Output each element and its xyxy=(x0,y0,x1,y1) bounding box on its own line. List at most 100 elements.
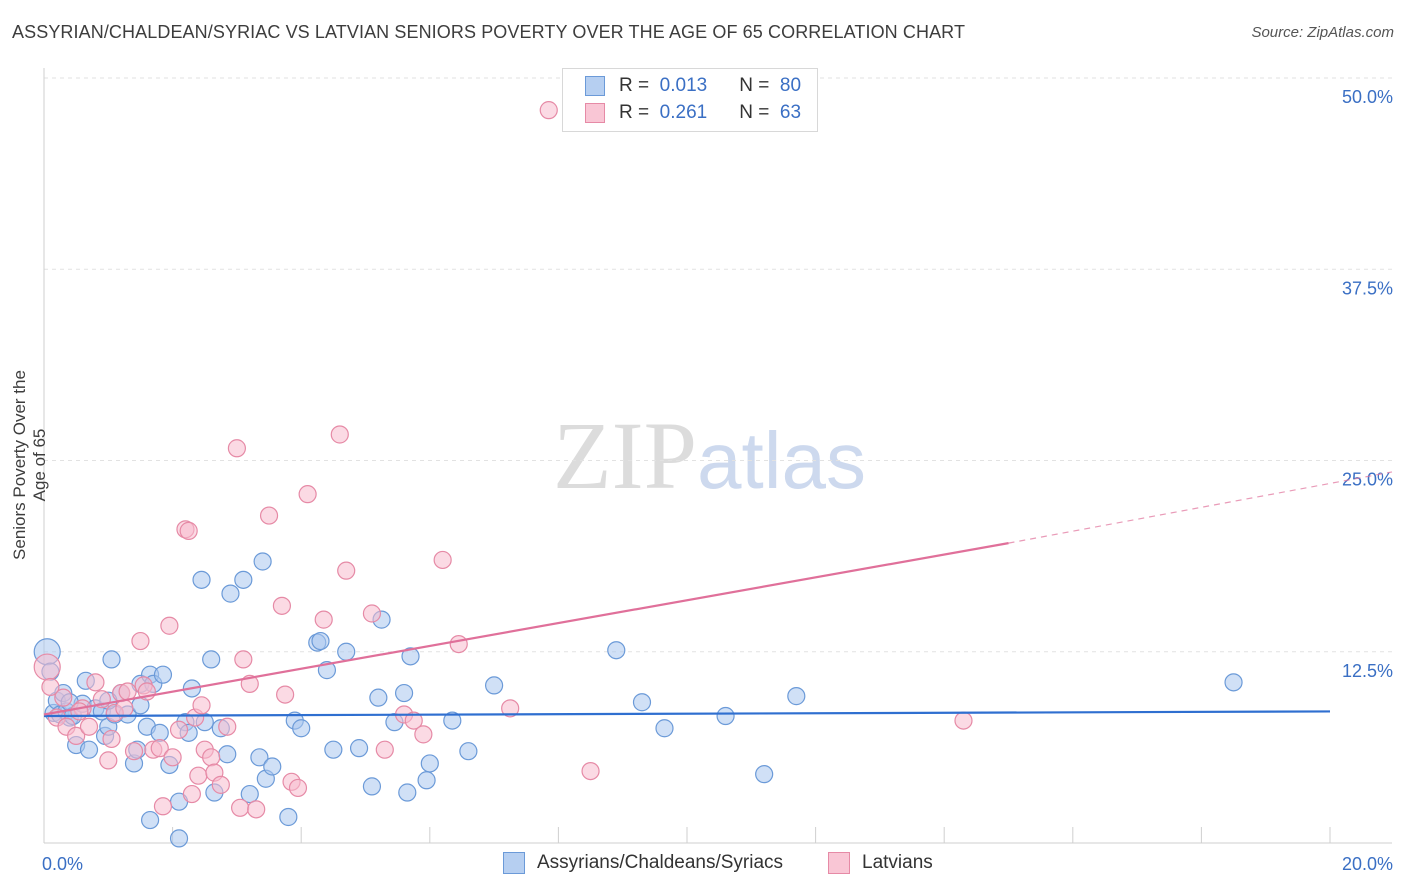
assyrian-point xyxy=(459,742,478,761)
latvian-point xyxy=(41,677,60,697)
latvian-point xyxy=(153,797,173,816)
legend-r-label: R = xyxy=(619,102,650,123)
legend-r-value: 0.013 xyxy=(659,75,708,96)
x-tick-label: 0.0% xyxy=(42,854,83,874)
series-legend-label: Assyrians/Chaldeans/Syriacs xyxy=(537,852,784,873)
latvian-point xyxy=(150,739,169,758)
assyrian-point xyxy=(398,783,417,802)
latvian-trend-line xyxy=(43,542,1009,716)
latvian-point xyxy=(375,740,394,759)
latvian-point xyxy=(182,784,201,804)
latvian-point xyxy=(404,711,423,730)
assyrian-point xyxy=(607,641,626,660)
latvian-point xyxy=(449,634,468,654)
latvian-point xyxy=(330,425,349,444)
latvian-point xyxy=(131,631,150,651)
assyrian-point xyxy=(253,552,272,571)
legend-swatch-pink xyxy=(585,103,605,123)
legend-n-label: N = xyxy=(739,102,770,123)
latvian-point xyxy=(433,550,452,570)
assyrian-point xyxy=(655,719,674,738)
assyrian-point xyxy=(240,784,259,804)
assyrian-point xyxy=(234,570,253,589)
stats-legend-row-latvian: R = 0.261 N = 63 xyxy=(585,101,801,125)
assyrian-point xyxy=(337,642,356,661)
series-legend-latvian: Latvians xyxy=(828,852,933,874)
latvian-point xyxy=(414,725,433,744)
latvian-point xyxy=(218,717,237,736)
watermark-zip: ZIP xyxy=(553,402,697,509)
assyrian-point xyxy=(150,723,169,742)
assyrian-trend-line xyxy=(43,710,1331,718)
legend-n-value: 80 xyxy=(779,75,802,96)
assyrian-point xyxy=(394,683,414,703)
series-legend-assyrian: Assyrians/Chaldeans/Syriacs xyxy=(503,852,783,874)
latvian-point xyxy=(288,778,308,798)
latvian-point xyxy=(954,711,973,730)
latvian-trend-extension xyxy=(1008,471,1393,544)
assyrian-point xyxy=(417,771,436,790)
latvian-point xyxy=(86,673,105,692)
y-tick-label: 12.5% xyxy=(1342,661,1393,681)
assyrian-point xyxy=(369,688,388,707)
latvian-point xyxy=(211,775,230,794)
chart-title: ASSYRIAN/CHALDEAN/SYRIAC VS LATVIAN SENI… xyxy=(12,22,966,42)
latvian-point xyxy=(192,696,211,715)
stats-legend-row-assyrian: R = 0.013 N = 80 xyxy=(585,74,801,98)
latvian-point xyxy=(169,720,189,739)
latvian-point xyxy=(102,729,121,749)
assyrian-point xyxy=(362,777,382,796)
latvian-point xyxy=(189,766,208,785)
assyrian-point xyxy=(169,829,189,848)
latvian-point xyxy=(272,596,292,615)
latvian-point xyxy=(337,561,356,580)
assyrian-point xyxy=(221,584,240,603)
latvian-point xyxy=(259,506,279,525)
chart-source: Source: ZipAtlas.com xyxy=(1251,24,1394,41)
assyrian-point xyxy=(263,757,282,776)
legend-n-value: 63 xyxy=(779,102,802,123)
assyrian-point xyxy=(485,676,504,695)
latvian-point xyxy=(234,650,253,669)
assyrian-point xyxy=(279,807,298,827)
assyrian-point xyxy=(153,665,173,684)
latvian-point xyxy=(67,726,86,746)
legend-r-label: R = xyxy=(619,75,650,96)
series-legend: Assyrians/Chaldeans/Syriacs Latvians xyxy=(0,852,1406,878)
latvian-point xyxy=(115,699,134,718)
assyrian-point xyxy=(192,570,211,589)
latvian-point xyxy=(179,521,198,540)
assyrian-point xyxy=(79,740,99,759)
y-axis-label: Seniors Poverty Over the Age of 65 xyxy=(10,370,49,560)
assyrian-point xyxy=(292,719,311,738)
series-swatch-blue xyxy=(503,852,525,874)
legend-swatch-blue xyxy=(585,76,605,96)
assyrian-point xyxy=(401,647,420,666)
assyrian-point xyxy=(102,650,121,669)
latvian-point xyxy=(99,751,118,770)
y-tick-label: 50.0% xyxy=(1342,87,1393,107)
latvian-point xyxy=(276,685,295,704)
latvian-point xyxy=(314,610,333,629)
assyrian-point xyxy=(632,693,652,712)
latvian-point xyxy=(124,742,144,761)
assyrian-point xyxy=(140,810,160,830)
latvian-point xyxy=(247,800,266,819)
latvian-point xyxy=(163,748,182,767)
latvian-point xyxy=(501,699,520,718)
latvian-point xyxy=(298,485,317,504)
latvian-point xyxy=(33,653,61,681)
assyrian-point xyxy=(420,754,439,773)
latvian-point xyxy=(54,688,73,707)
assyrian-point xyxy=(443,711,462,730)
y-tick-label: 37.5% xyxy=(1342,278,1393,298)
assyrian-point xyxy=(349,739,369,758)
latvian-point xyxy=(231,798,250,817)
legend-n-label: N = xyxy=(739,75,770,96)
latvian-point xyxy=(202,748,221,767)
legend-r-value: 0.261 xyxy=(659,102,708,123)
assyrian-point xyxy=(324,740,343,759)
latvian-point xyxy=(581,761,600,781)
latvian-point xyxy=(227,439,246,458)
